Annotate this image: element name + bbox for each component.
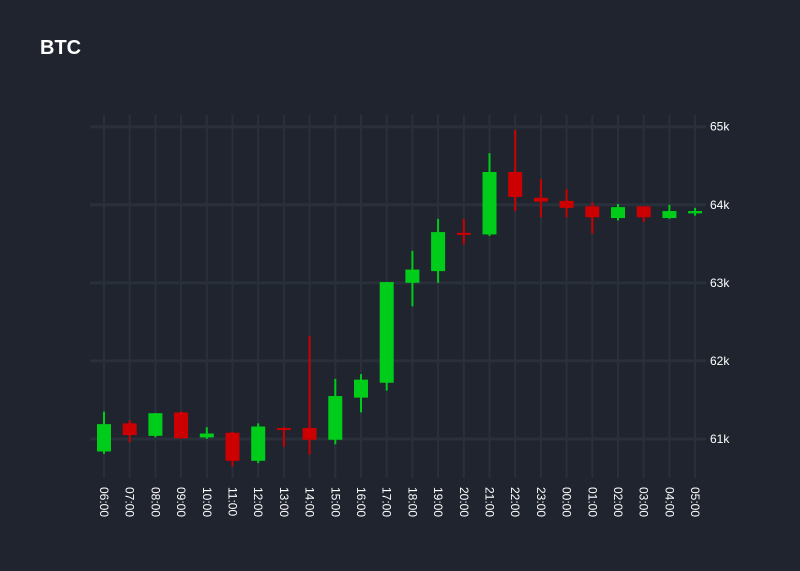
x-tick-label: 17:00 [380, 487, 394, 517]
candle-body [199, 433, 214, 438]
candle [662, 204, 677, 219]
candle-body [302, 428, 317, 440]
candle-body [122, 423, 137, 436]
x-tick-label: 16:00 [354, 487, 368, 517]
candle-body [482, 171, 497, 235]
candle-body [251, 426, 266, 461]
x-tick-label: 00:00 [560, 487, 574, 517]
x-tick-label: 22:00 [508, 487, 522, 517]
candle [122, 420, 137, 443]
candles [97, 129, 703, 467]
candle-body [276, 428, 291, 431]
x-tick-label: 02:00 [611, 487, 625, 517]
candle [225, 431, 240, 467]
x-axis-ticks: 06:00 07:00 08:00 09:00 10:00 11:00 12:00 13:00… [97, 487, 702, 517]
candle-body [585, 206, 600, 218]
candle [405, 250, 420, 307]
candle-body [328, 396, 343, 440]
candle-body [456, 232, 471, 235]
x-tick-label: 20:00 [457, 487, 471, 517]
candle-body [148, 413, 163, 436]
candle-body [174, 412, 189, 439]
x-tick-label: 06:00 [97, 487, 111, 517]
candle [97, 411, 111, 454]
x-tick-label: 07:00 [123, 487, 137, 517]
y-tick-label: 61k [710, 432, 730, 446]
x-tick-label: 05:00 [688, 487, 702, 517]
x-tick-label: 04:00 [662, 487, 676, 517]
candle-body [354, 379, 368, 398]
candle-body [533, 197, 548, 202]
x-tick-label: 10:00 [200, 487, 214, 517]
candle [688, 207, 703, 216]
candle [302, 335, 317, 455]
x-tick-label: 21:00 [483, 487, 497, 517]
candle [379, 282, 394, 391]
x-tick-label: 12:00 [251, 487, 265, 517]
candle [559, 189, 574, 218]
x-tick-label: 23:00 [534, 487, 548, 517]
candle [533, 179, 548, 218]
candle-body [611, 207, 625, 219]
chart-title: BTC [40, 37, 82, 59]
y-tick-label: 63k [710, 276, 730, 290]
candle [508, 129, 523, 212]
candle [431, 218, 446, 283]
x-tick-label: 09:00 [174, 487, 188, 517]
candle-body [405, 269, 420, 283]
x-tick-label: 18:00 [405, 487, 419, 517]
x-tick-label: 15:00 [328, 487, 342, 517]
candle [354, 374, 368, 413]
y-axis-ticks: 61k 62k 63k 64k 65k [710, 120, 730, 446]
x-tick-label: 08:00 [148, 487, 162, 517]
candle [276, 427, 291, 447]
y-tick-label: 64k [710, 198, 730, 212]
candle [456, 218, 471, 245]
x-tick-label: 01:00 [585, 487, 599, 517]
candle-body [559, 200, 574, 208]
candle [636, 206, 651, 222]
candle [174, 411, 189, 439]
candle [328, 378, 343, 445]
candle-body [508, 171, 523, 197]
x-tick-label: 13:00 [277, 487, 291, 517]
candle [199, 427, 214, 439]
x-tick-label: 19:00 [431, 487, 445, 517]
candle-body [636, 206, 651, 218]
x-tick-label: 03:00 [637, 487, 651, 517]
candle-body [688, 211, 703, 214]
candle-body [379, 282, 394, 383]
candle [148, 413, 163, 438]
candle [611, 203, 625, 221]
x-tick-label: 14:00 [303, 487, 317, 517]
y-tick-label: 65k [710, 120, 730, 134]
candle [251, 423, 266, 464]
candle [585, 202, 600, 234]
candle [482, 153, 497, 236]
candle-body [97, 424, 111, 452]
candle-body [431, 232, 446, 272]
candle-body [225, 432, 240, 461]
candle-body [662, 211, 677, 219]
x-tick-label: 11:00 [226, 487, 240, 516]
y-tick-label: 62k [710, 354, 730, 368]
